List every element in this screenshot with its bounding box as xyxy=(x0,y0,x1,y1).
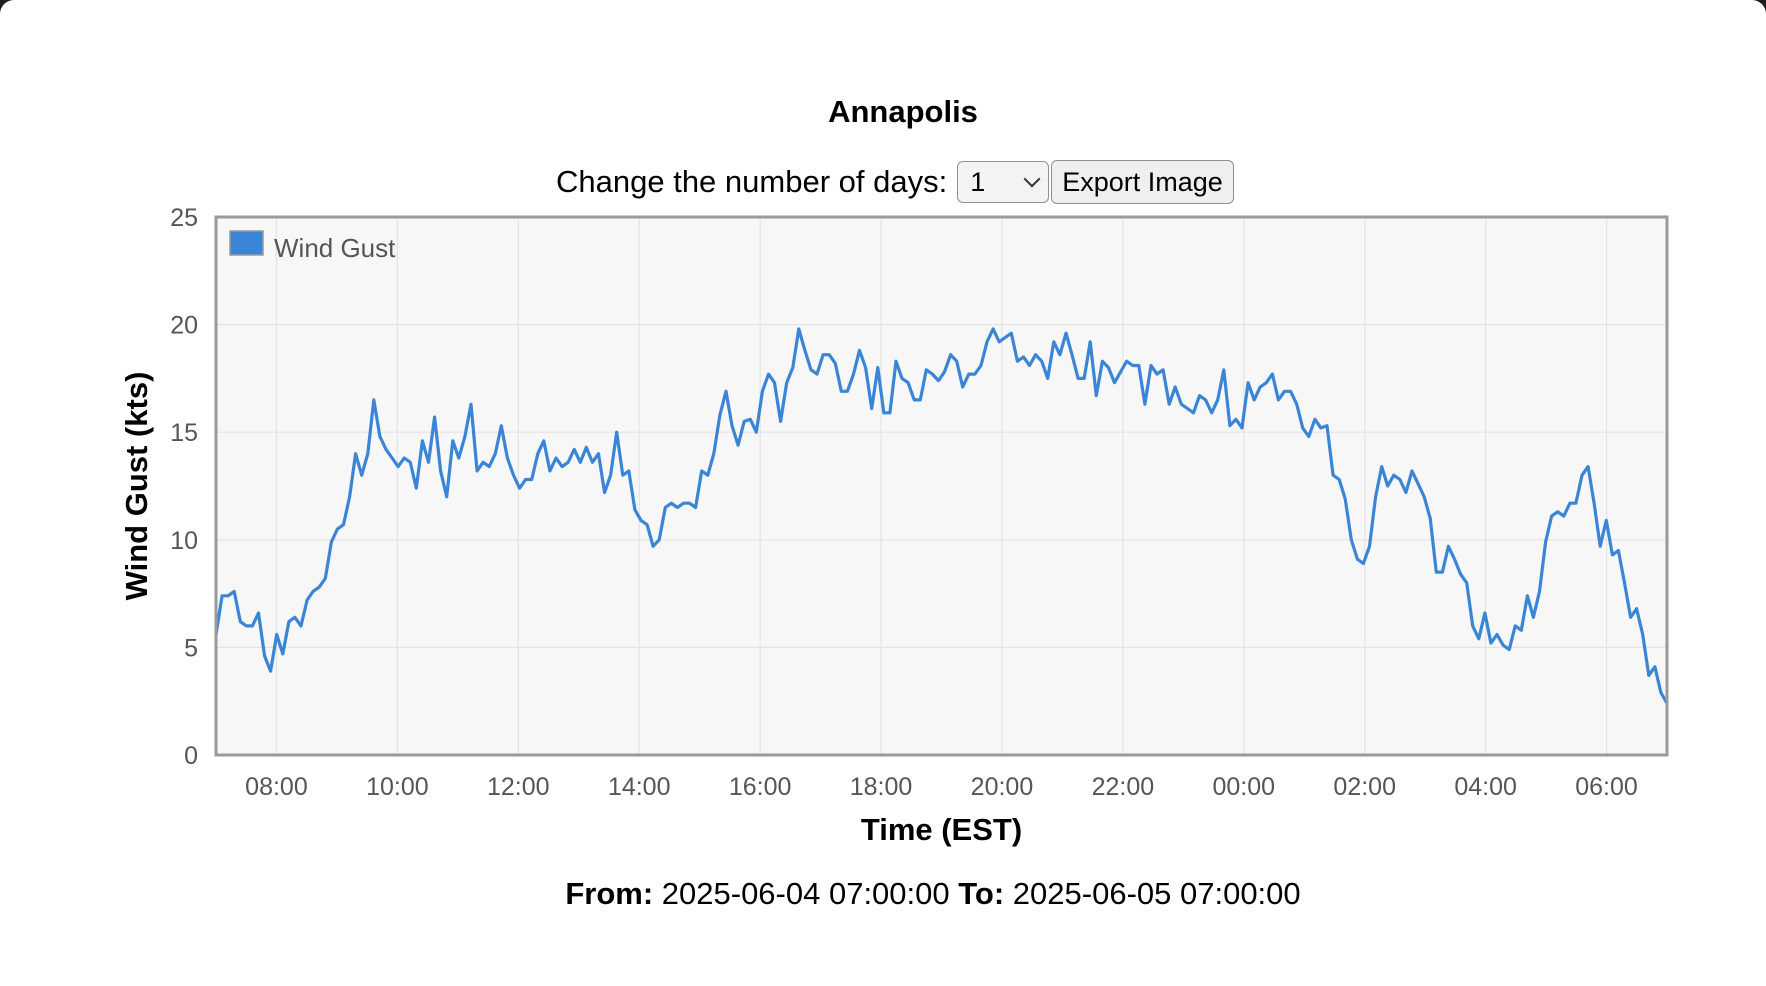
legend-swatch xyxy=(229,230,264,256)
x-tick-label: 18:00 xyxy=(850,773,913,801)
y-tick-label: 25 xyxy=(170,204,198,232)
x-tick-label: 14:00 xyxy=(608,773,671,801)
days-select[interactable]: 1 xyxy=(957,161,1050,203)
wind-gust-line xyxy=(214,327,1669,705)
x-tick-label: 12:00 xyxy=(487,773,550,801)
y-tick-label: 10 xyxy=(170,527,198,555)
from-value: 2025-06-04 07:00:00 xyxy=(661,876,950,911)
x-tick-label: 16:00 xyxy=(729,773,792,801)
x-axis-label: Time (EST) xyxy=(861,812,1022,847)
y-tick-label: 5 xyxy=(184,634,198,662)
to-value: 2025-06-05 07:00:00 xyxy=(1012,876,1301,911)
x-tick-label: 00:00 xyxy=(1213,773,1276,801)
x-tick-label: 06:00 xyxy=(1575,773,1638,801)
export-image-button[interactable]: Export Image xyxy=(1051,160,1234,204)
chart-controls: Change the number of days: 1 Export Imag… xyxy=(556,160,1234,204)
x-tick-label: 08:00 xyxy=(245,773,308,801)
y-tick-label: 0 xyxy=(184,742,198,770)
y-axis-ticks: 0 5 10 15 20 25 xyxy=(170,204,198,770)
legend: Wind Gust xyxy=(229,230,396,263)
from-label: From: xyxy=(565,876,654,911)
plot-border xyxy=(214,215,1669,757)
x-tick-label: 02:00 xyxy=(1333,773,1396,801)
date-range: From: 2025-06-04 07:00:00 To: 2025-06-05… xyxy=(0,876,1766,912)
legend-label: Wind Gust xyxy=(274,233,396,263)
x-tick-label: 04:00 xyxy=(1454,773,1517,801)
y-tick-label: 15 xyxy=(170,419,198,447)
x-axis-ticks: 08:00 10:00 12:00 14:00 16:00 18:00 20:00 22:00… xyxy=(245,773,1638,801)
x-tick-label: 10:00 xyxy=(366,773,429,801)
to-label: To: xyxy=(958,876,1005,911)
y-tick-label: 20 xyxy=(170,312,198,340)
page-title: Annapolis xyxy=(828,94,978,129)
days-label: Change the number of days: xyxy=(556,164,948,199)
x-tick-label: 22:00 xyxy=(1092,773,1155,801)
days-select-value: 1 xyxy=(970,166,986,197)
plot-area xyxy=(216,217,1667,755)
x-tick-label: 20:00 xyxy=(971,773,1034,801)
y-axis-label: Wind Gust (kts) xyxy=(119,372,154,601)
